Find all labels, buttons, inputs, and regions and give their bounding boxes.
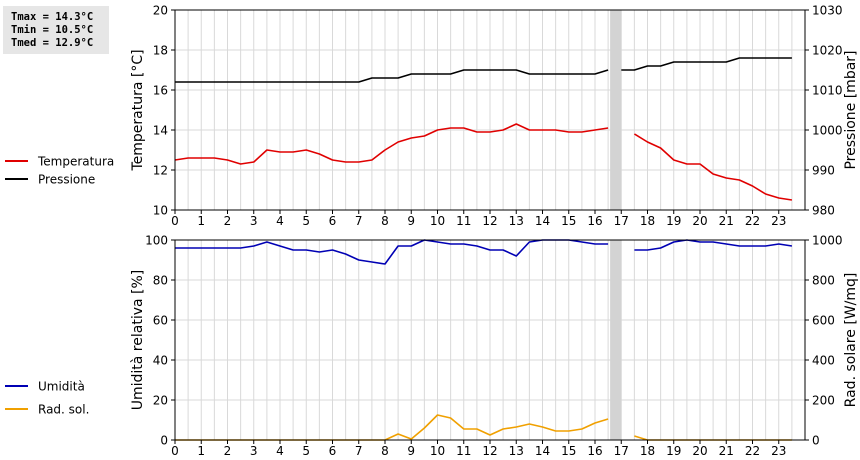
y-tick-label: 10 [153,204,168,218]
x-tick-label: 5 [302,214,310,228]
x-tick-label: 3 [250,444,258,458]
series-line-2-segment-2 [621,57,792,71]
x-tick-label: 4 [276,444,284,458]
x-tick-label: 6 [329,214,337,228]
x-tick-label: 9 [407,444,415,458]
y-tick-label: 0 [160,434,168,448]
y-axis-label: Temperatura [°C] [130,49,146,171]
x-tick-label: 12 [482,214,497,228]
x-tick-label: 17 [614,444,629,458]
y-tick-label: 100 [145,234,168,248]
y2-tick-label: 0 [812,434,820,448]
y2-tick-label: 1010 [812,84,843,98]
y2-axis-label: Pressione [mbar] [843,50,859,169]
x-tick-label: 21 [719,444,734,458]
x-tick-label: 10 [430,214,445,228]
x-tick-label: 20 [692,214,707,228]
y2-axis-label: Rad. solare [W/mq] [843,273,859,408]
series-line-2-segment-1 [175,69,609,83]
x-tick-label: 10 [430,444,445,458]
x-tick-label: 2 [224,214,232,228]
x-tick-label: 23 [771,214,786,228]
x-tick-label: 1 [197,444,205,458]
x-tick-label: 22 [745,444,760,458]
x-tick-label: 13 [509,444,524,458]
y-axis-label: Umidità relativa [%] [130,270,146,411]
x-tick-label: 14 [535,444,550,458]
y2-tick-label: 600 [812,314,835,328]
x-tick-label: 2 [224,444,232,458]
y2-tick-label: 990 [812,164,835,178]
x-tick-label: 5 [302,444,310,458]
legend-label: Temperatura [37,155,114,169]
x-tick-label: 3 [250,214,258,228]
chart-panel-2: 0 1 2 3 4 5 6 7 8 9 10 11 12 13 14 15 16 17 18 19 20 21 22 2302… [5,234,859,458]
y-tick-label: 12 [153,164,168,178]
y-tick-label: 80 [153,274,168,288]
data-gap-band [610,10,622,210]
chart-panel-1: 0 1 2 3 4 5 6 7 8 9 10 11 12 13 14 15 16 17 18 19 20 21 22 2310… [5,4,859,228]
x-tick-label: 7 [355,444,363,458]
series-line-1-segment-1 [175,239,609,265]
series-line-1-segment-1 [174,123,609,165]
x-tick-label: 0 [171,214,179,228]
y2-tick-label: 980 [812,204,835,218]
y2-tick-label: 1000 [812,234,843,248]
x-tick-label: 16 [587,214,602,228]
x-tick-label: 16 [587,444,602,458]
y2-tick-label: 400 [812,354,835,368]
x-tick-label: 18 [640,214,655,228]
x-tick-label: 9 [407,214,415,228]
x-tick-label: 11 [456,444,471,458]
y-tick-label: 16 [153,84,168,98]
y-tick-label: 20 [153,394,168,408]
y-tick-label: 18 [153,44,168,58]
x-tick-label: 4 [276,214,284,228]
x-tick-label: 12 [482,444,497,458]
y2-tick-label: 200 [812,394,835,408]
x-tick-label: 8 [381,444,389,458]
series-line-1-segment-2 [634,239,793,251]
x-tick-label: 14 [535,214,550,228]
y-tick-label: 60 [153,314,168,328]
y2-tick-label: 800 [812,274,835,288]
series-line-1-segment-2 [633,133,793,201]
y-tick-label: 40 [153,354,168,368]
legend-label: Pressione [38,173,95,187]
x-tick-label: 19 [666,444,681,458]
y-tick-label: 14 [153,124,168,138]
x-tick-label: 17 [614,214,629,228]
series-line-2-segment-1 [175,414,609,441]
x-tick-label: 20 [692,444,707,458]
x-tick-label: 0 [171,444,179,458]
y2-tick-label: 1000 [812,124,843,138]
x-tick-label: 7 [355,214,363,228]
y2-tick-label: 1020 [812,44,843,58]
x-tick-label: 1 [197,214,205,228]
y-tick-label: 20 [153,4,168,18]
legend-label: Rad. sol. [38,403,89,417]
stat-tmin: Tmin = 10.5°C [11,24,94,36]
x-tick-label: 15 [561,444,576,458]
stat-tmed: Tmed = 12.9°C [11,37,94,49]
x-tick-label: 6 [329,444,337,458]
x-tick-label: 23 [771,444,786,458]
data-gap-band [610,240,622,440]
legend-label: Umidità [38,380,85,394]
x-tick-label: 11 [456,214,471,228]
x-tick-label: 22 [745,214,760,228]
x-tick-label: 13 [509,214,524,228]
x-tick-label: 21 [719,214,734,228]
y2-tick-label: 1030 [812,4,843,18]
stats-box: Tmax = 14.3°C Tmin = 10.5°C Tmed = 12.9°… [3,6,109,54]
x-tick-label: 19 [666,214,681,228]
x-tick-label: 8 [381,214,389,228]
x-tick-label: 15 [561,214,576,228]
stat-tmax: Tmax = 14.3°C [11,11,94,23]
x-tick-label: 18 [640,444,655,458]
